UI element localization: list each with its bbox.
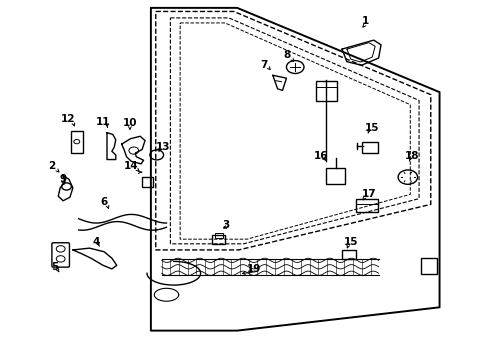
Text: 2: 2 (48, 161, 56, 171)
Text: 3: 3 (222, 220, 229, 230)
Text: 5: 5 (51, 262, 58, 272)
Text: 16: 16 (314, 150, 328, 161)
Text: 13: 13 (155, 142, 169, 152)
Text: 12: 12 (61, 114, 75, 124)
Text: 10: 10 (122, 118, 137, 128)
Text: 9: 9 (60, 174, 66, 184)
Text: 15: 15 (343, 237, 357, 247)
Text: 11: 11 (96, 117, 110, 127)
Text: 6: 6 (100, 197, 107, 207)
Text: 7: 7 (260, 59, 267, 69)
Text: 18: 18 (404, 150, 418, 161)
Text: 1: 1 (361, 17, 368, 27)
Text: 17: 17 (361, 189, 375, 199)
Text: 15: 15 (364, 123, 379, 133)
Text: 14: 14 (124, 161, 139, 171)
Text: 8: 8 (283, 50, 290, 60)
Text: 4: 4 (92, 237, 99, 247)
Text: 19: 19 (246, 264, 261, 274)
